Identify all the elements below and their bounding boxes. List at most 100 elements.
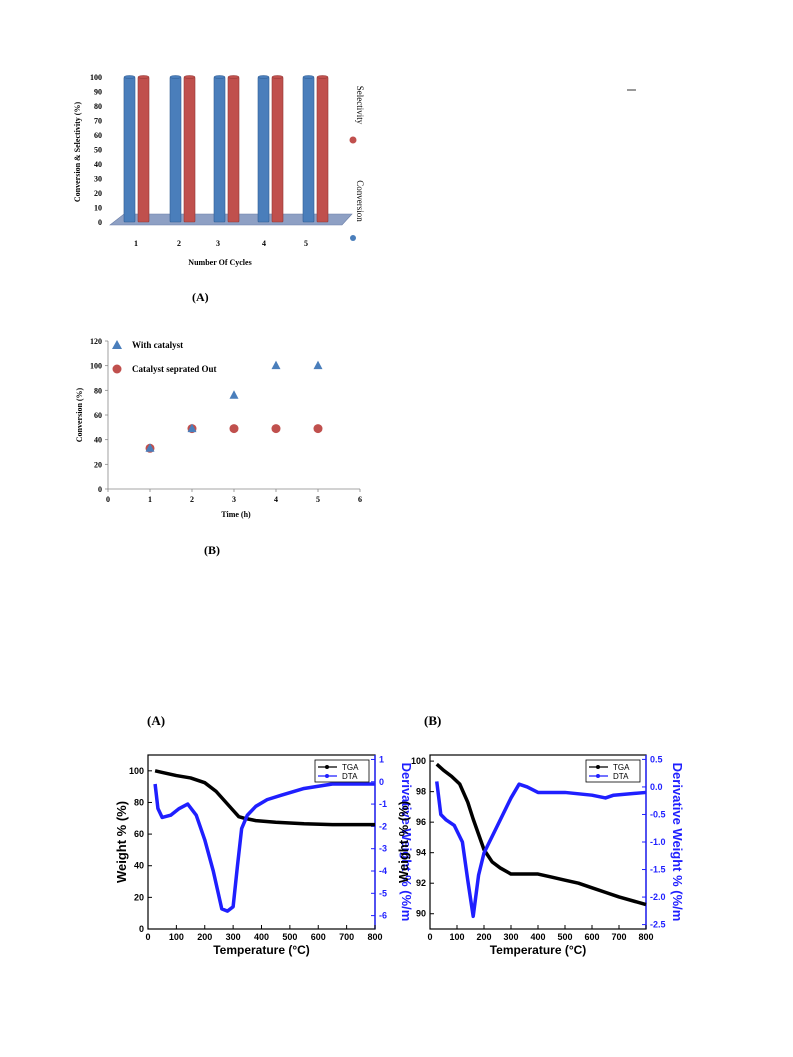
conversion-bar <box>169 76 182 223</box>
selectivity-bar-cap <box>227 75 240 79</box>
with-catalyst-point <box>145 443 155 452</box>
legend-tga-label: TGA <box>342 763 359 772</box>
y-tick-label: 40 <box>94 160 102 169</box>
y-tick-label: 50 <box>94 146 102 155</box>
x-tick-label: 300 <box>503 932 518 942</box>
y-axis-label: Conversion (%) <box>75 387 84 442</box>
tga-dta-chart-b: 0 100 200 300 400 500 600 700 800 90 92 94 96 98 100 -2… <box>396 754 685 957</box>
catalyst-separated-point <box>313 424 323 434</box>
x-tick-label: 600 <box>584 932 599 942</box>
x-tick-label: 3 <box>216 239 220 248</box>
x-tick-label: 2 <box>177 239 181 248</box>
with-catalyst-point <box>229 390 239 399</box>
x-tick-label: 5 <box>316 495 320 504</box>
x-axis-label: Temperature (°C) <box>490 943 587 957</box>
with-catalyst-point <box>187 423 197 433</box>
y2-tick-label: 0 <box>379 777 384 787</box>
selectivity-bar <box>316 76 329 223</box>
y2-tick-label: 0.5 <box>650 754 663 764</box>
legend-dta-label: DTA <box>613 772 629 781</box>
legend-circle-marker <box>112 364 122 374</box>
y-tick-label: 80 <box>94 102 102 111</box>
y-tick-label: 60 <box>94 131 102 140</box>
tga-curve <box>154 769 375 827</box>
y-tick-label: 100 <box>411 756 426 766</box>
y-axis-label: Conversion & Selectivity (%) <box>73 102 82 203</box>
y2-tick-label: -2.0 <box>650 892 666 902</box>
y2-tick-label: -6 <box>379 911 387 921</box>
with-catalyst-point <box>271 360 281 370</box>
legend-separated-label: Catalyst seprated Out <box>132 364 217 374</box>
dta-curve <box>153 782 375 913</box>
catalyst-separated-point <box>229 424 239 434</box>
panel-label-bottom-b: (B) <box>424 713 442 728</box>
y2-axis-label: Derivative Weight % (%/m <box>670 763 685 922</box>
x-tick-label: 3 <box>232 495 236 504</box>
y-tick-label: 10 <box>94 204 102 213</box>
conversion-bar-cap <box>302 75 315 79</box>
y-tick-label: 94 <box>416 848 426 858</box>
y-tick-label: 60 <box>134 829 144 839</box>
x-tick-label: 100 <box>449 932 464 942</box>
x-tick-label: 700 <box>339 932 354 942</box>
x-tick-label: 0 <box>106 495 110 504</box>
y-tick-label: 100 <box>90 73 102 82</box>
y2-tick-label: -1.0 <box>650 837 666 847</box>
y-tick-label: 80 <box>134 797 144 807</box>
y-tick-label: 120 <box>90 337 102 346</box>
legend-tga-label: TGA <box>613 763 630 772</box>
y2-tick-label: -2 <box>379 821 387 831</box>
x-tick-label: 400 <box>254 932 269 942</box>
legend-selectivity-label: Selectivity <box>355 86 365 125</box>
x-tick-label: 200 <box>476 932 491 942</box>
x-tick-label: 4 <box>274 495 278 504</box>
x-tick-label: 600 <box>311 932 326 942</box>
panel-label-bottom-a: (A) <box>147 713 166 728</box>
y-tick-label: 40 <box>134 861 144 871</box>
selectivity-bar-cap <box>316 75 329 79</box>
selectivity-bar-cap <box>271 75 284 79</box>
x-tick-label: 500 <box>557 932 572 942</box>
y-tick-label: 30 <box>94 175 102 184</box>
y-tick-label: 20 <box>134 892 144 902</box>
x-tick-label: 800 <box>367 932 382 942</box>
x-tick-label: 2 <box>190 495 194 504</box>
with-catalyst-point <box>313 360 323 370</box>
selectivity-bar <box>227 76 240 223</box>
y-tick-label: 98 <box>416 787 426 797</box>
selectivity-bar <box>137 76 150 223</box>
y2-tick-label: -4 <box>379 866 387 876</box>
x-tick-label: 700 <box>611 932 626 942</box>
legend-conversion-marker <box>350 235 356 241</box>
x-tick-label: 0 <box>427 932 432 942</box>
x-tick-label: 200 <box>197 932 212 942</box>
legend-tga-marker <box>596 765 600 769</box>
y-axis-label: Weight % (%) <box>396 801 411 883</box>
x-tick-label: 800 <box>638 932 653 942</box>
bar-legend: Selectivity Conversion <box>349 86 365 241</box>
conversion-bar <box>123 76 136 223</box>
x-tick-label: 6 <box>358 495 362 504</box>
y2-tick-label: -0.5 <box>650 809 666 819</box>
y2-tick-label: -2.5 <box>650 920 666 930</box>
dta-curve <box>435 781 647 919</box>
legend-conversion-label: Conversion <box>355 180 365 222</box>
y2-tick-label: 1 <box>379 754 384 764</box>
y2-tick-label: 0.0 <box>650 782 663 792</box>
legend-tga-marker <box>325 765 329 769</box>
y-tick-label: 0 <box>98 218 102 227</box>
selectivity-bar <box>271 76 284 223</box>
conversion-bar-cap <box>123 75 136 79</box>
panel-label-top-b: (B) <box>204 543 220 557</box>
y-tick-label: 92 <box>416 878 426 888</box>
x-tick-label: 0 <box>145 932 150 942</box>
y2-tick-label: -3 <box>379 844 387 854</box>
legend-dta-label: DTA <box>342 772 358 781</box>
conversion-bar-cap <box>213 75 226 79</box>
y-tick-label: 70 <box>94 117 102 126</box>
y-tick-label: 20 <box>94 460 102 469</box>
y-tick-label: 80 <box>94 386 102 395</box>
